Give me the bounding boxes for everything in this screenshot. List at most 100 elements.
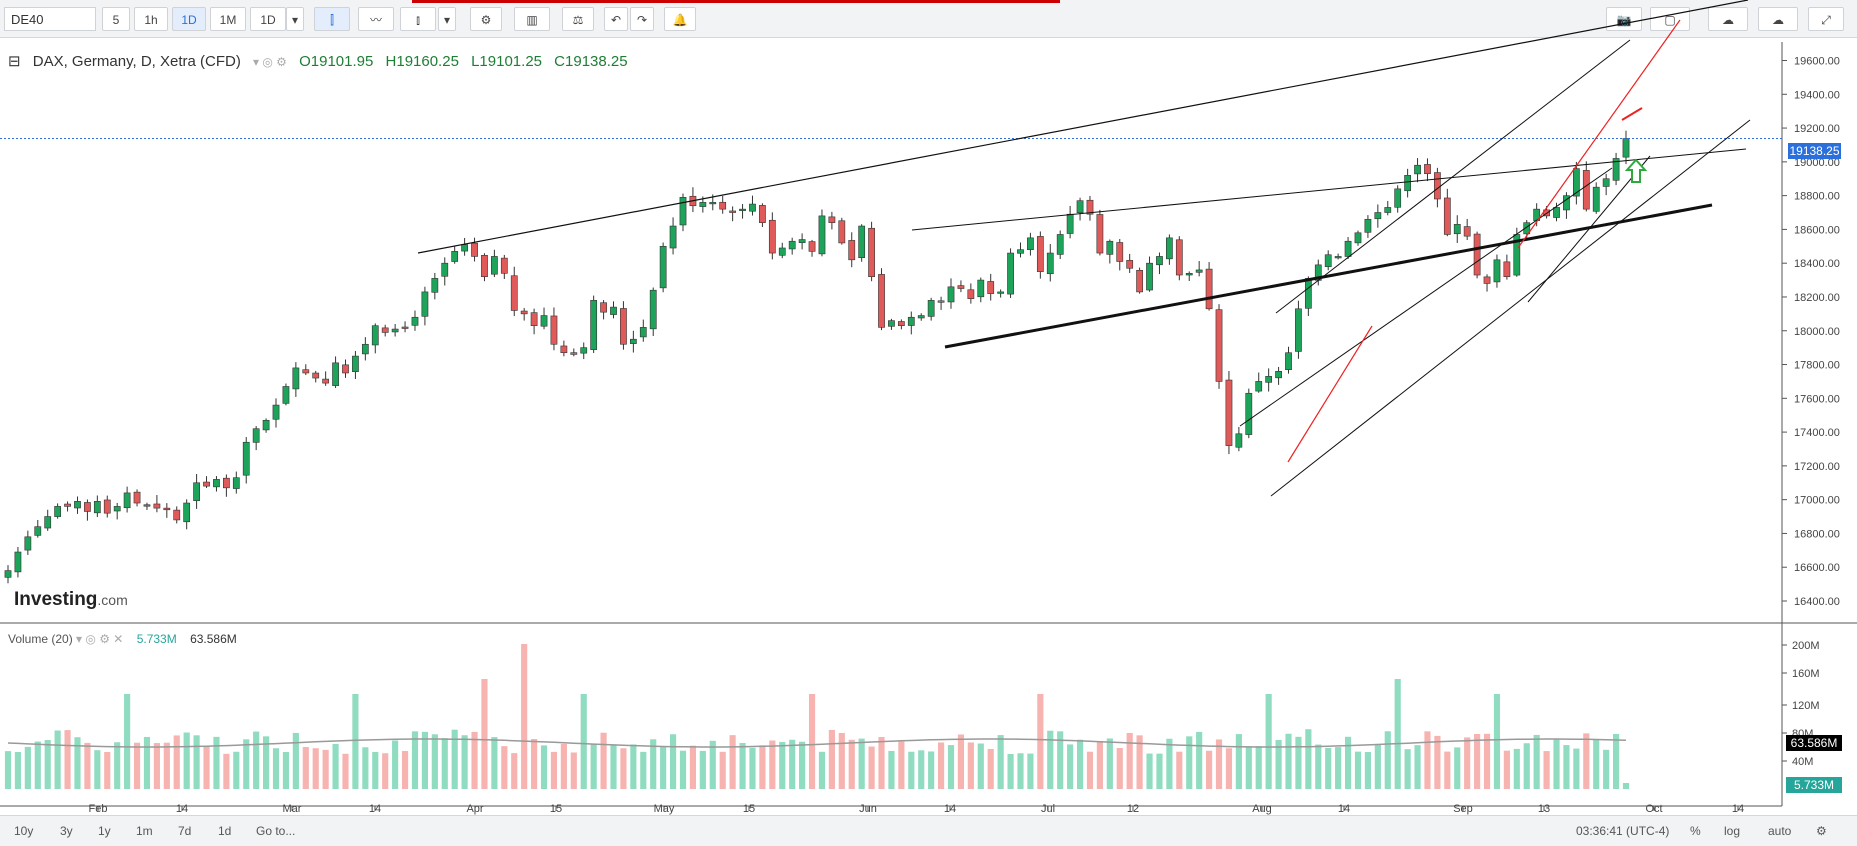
candle-body	[1205, 268, 1213, 310]
candle-body	[44, 516, 52, 529]
chart-type-dropdown[interactable]: ▾	[438, 7, 456, 31]
cloud-load-icon[interactable]: ☁	[1708, 7, 1748, 31]
range-7d[interactable]: 7d	[178, 824, 192, 838]
volume-bar	[272, 748, 280, 789]
channel-line	[1527, 155, 1651, 303]
volume-bar	[1275, 740, 1282, 789]
price-tick-label: 19400.00	[1794, 89, 1840, 101]
auto-toggle[interactable]: auto	[1768, 824, 1792, 838]
range-1m[interactable]: 1m	[136, 824, 153, 838]
volume-bar	[531, 739, 538, 789]
candle-body	[997, 291, 1005, 294]
candle-body	[312, 372, 320, 379]
candle-body	[610, 306, 617, 315]
candle-body	[1295, 308, 1302, 352]
candle-body	[123, 492, 131, 509]
cloud-save-icon[interactable]: ☁	[1758, 7, 1798, 31]
legend-settings-icon[interactable]: ▾ ◎ ⚙	[253, 55, 287, 69]
resolution-select[interactable]: 1D	[250, 7, 286, 31]
candle-body	[858, 225, 866, 259]
volume-bar	[1612, 733, 1620, 789]
legend-collapse-icon[interactable]: ⊟	[8, 53, 21, 70]
volume-bar	[342, 753, 349, 789]
candle-body	[719, 201, 727, 210]
gear-icon[interactable]: ⚙	[470, 7, 502, 31]
candle-body	[1483, 276, 1491, 284]
volume-bar	[392, 740, 399, 789]
gear-icon[interactable]: ⚙	[1816, 824, 1827, 838]
interval-1d-button[interactable]: 1D	[172, 7, 206, 31]
range-1d[interactable]: 1d	[218, 824, 232, 838]
symbol-input[interactable]: DE40	[4, 7, 96, 31]
volume-bar	[1285, 733, 1292, 789]
volume-bar	[1007, 753, 1014, 789]
volume-bar	[987, 748, 994, 789]
candle-body	[629, 338, 637, 344]
volume-bar	[183, 732, 190, 789]
log-toggle[interactable]: log	[1724, 824, 1741, 838]
candles-icon[interactable]: ⫿	[314, 7, 350, 31]
bars-icon[interactable]: ⫾	[400, 7, 436, 31]
volume-bar	[977, 743, 984, 789]
candle-body	[888, 320, 895, 327]
goto-button[interactable]: Go to...	[256, 824, 296, 838]
alert-icon[interactable]: 🔔	[664, 7, 696, 31]
volume-bar	[1603, 749, 1610, 789]
candle-body	[669, 225, 677, 249]
volume-bar	[1215, 739, 1223, 789]
range-3y[interactable]: 3y	[60, 824, 73, 838]
volume-bar	[44, 739, 51, 789]
candle-body	[163, 507, 171, 511]
volume-legend: Volume (20) ▾ ◎ ⚙ ✕ 5.733M 63.586M	[8, 632, 237, 646]
time-tick-label: 14	[1338, 803, 1350, 815]
volume-bar	[1414, 745, 1421, 789]
candle-body	[798, 239, 806, 243]
interval-1h-button[interactable]: 1h	[134, 7, 168, 31]
candle-body	[1324, 254, 1332, 267]
candle-body	[1592, 186, 1600, 212]
volume-bar	[421, 731, 428, 789]
volume-bar	[1325, 747, 1332, 789]
candle-body	[1076, 200, 1084, 214]
candle-body	[1255, 381, 1263, 392]
compare-icon[interactable]: ⚖	[562, 7, 594, 31]
volume-settings-icon[interactable]: ▾ ◎ ⚙ ✕	[76, 632, 124, 646]
range-1y[interactable]: 1y	[98, 824, 111, 838]
candle-body	[232, 477, 240, 489]
up-arrow-marker	[1624, 158, 1648, 183]
volume-bar	[1315, 744, 1322, 789]
layout-icon[interactable]: ▢	[1650, 7, 1690, 31]
volume-bar	[1295, 736, 1302, 789]
indicators-icon[interactable]: ▥	[514, 7, 550, 31]
price-tick-label: 17000.00	[1794, 495, 1840, 507]
volume-bar	[1235, 734, 1242, 789]
redo-icon[interactable]: ↷	[630, 7, 654, 31]
candle-body	[24, 536, 32, 551]
price-tick-label: 18200.00	[1794, 292, 1840, 304]
red-trend-line	[1287, 325, 1373, 463]
fullscreen-icon[interactable]: ⤢	[1808, 7, 1844, 31]
volume-bar	[1593, 739, 1600, 789]
percent-toggle[interactable]: %	[1690, 824, 1701, 838]
interval-1m-button[interactable]: 1M	[210, 7, 246, 31]
volume-bar	[253, 731, 260, 789]
candle-body	[1622, 138, 1630, 158]
volume-bar	[1116, 747, 1123, 789]
volume-bar	[799, 741, 806, 789]
candle-body	[1553, 207, 1560, 218]
interval-5m-button[interactable]: 5	[102, 7, 130, 31]
candle-body	[1027, 237, 1034, 250]
line-chart-icon[interactable]: 〰	[358, 7, 394, 31]
range-10y[interactable]: 10y	[14, 824, 34, 838]
resolution-dropdown[interactable]: ▾	[286, 7, 304, 31]
volume-bar	[1126, 732, 1133, 789]
undo-icon[interactable]: ↶	[604, 7, 628, 31]
top-toolbar: DE40 5 1h 1D 1M 1D ▾ ⫿ 〰 ⫾ ▾ ⚙ ▥ ⚖ ↶ ↷ 🔔…	[0, 0, 1857, 38]
candle-body	[1195, 269, 1203, 273]
candle-body	[1235, 433, 1243, 448]
volume-bar	[868, 746, 875, 789]
volume-bar	[540, 745, 548, 789]
camera-icon[interactable]: 📷	[1606, 7, 1642, 31]
volume-bar	[1037, 694, 1044, 789]
